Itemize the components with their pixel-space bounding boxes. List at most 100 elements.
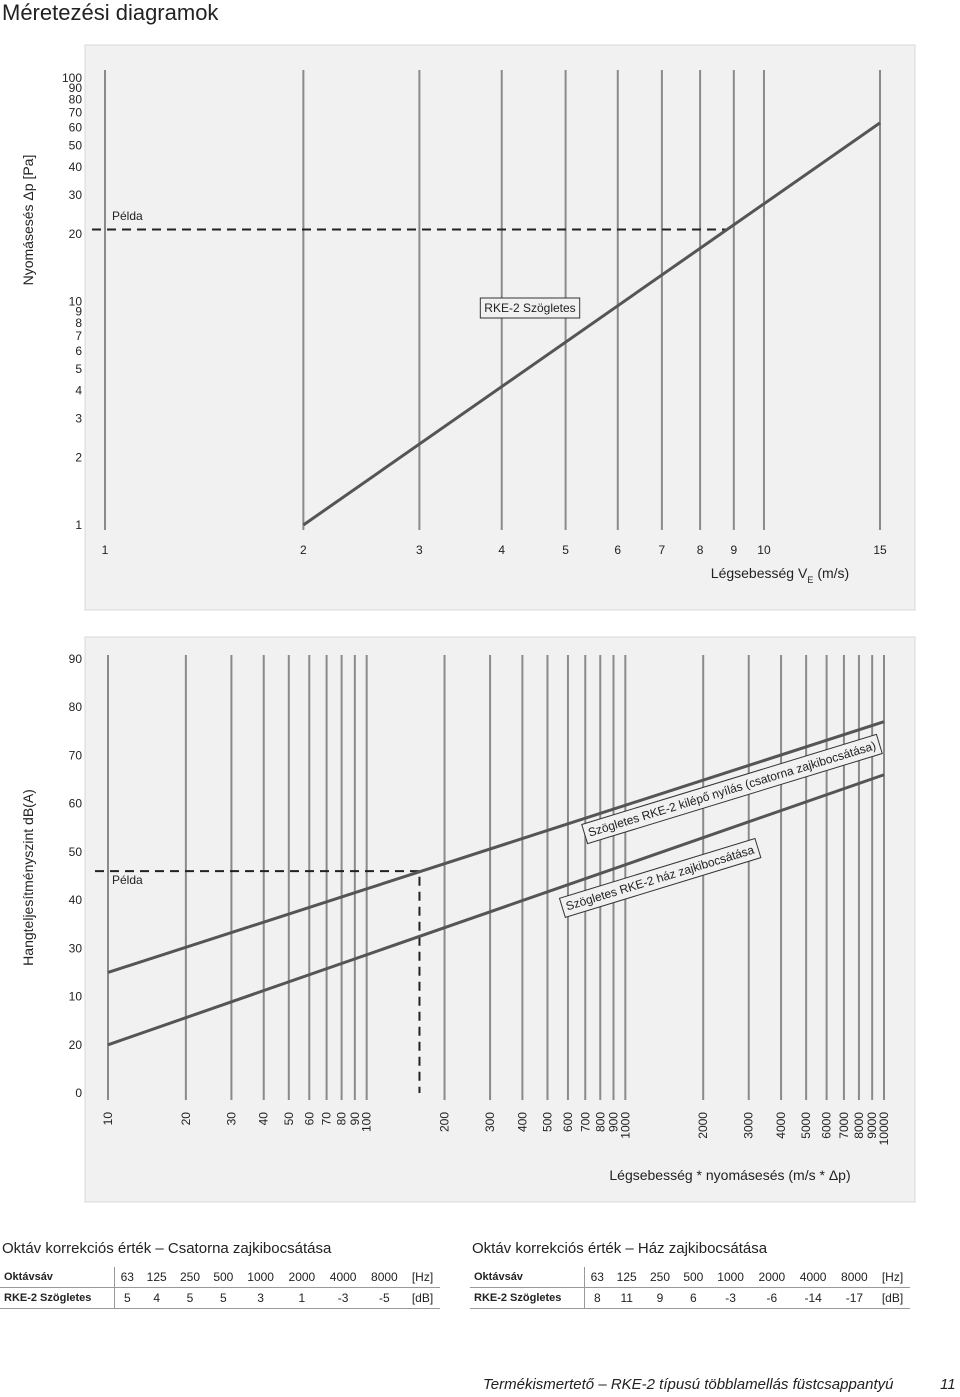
x-tick-label: 7000 bbox=[837, 1112, 851, 1139]
table-cell: 1000 bbox=[710, 1267, 752, 1288]
table-cell: 250 bbox=[173, 1267, 207, 1288]
table-cell: 500 bbox=[676, 1267, 711, 1288]
x-tick-label: 40 bbox=[257, 1112, 271, 1126]
y-tick-label: 20 bbox=[69, 1038, 83, 1052]
x-tick-label: 500 bbox=[540, 1112, 554, 1132]
series-label-text: RKE-2 Szögletes bbox=[484, 301, 575, 315]
table-row: Oktávsáv 63 125 250 500 1000 2000 4000 8000 [Hz] bbox=[470, 1267, 910, 1288]
y-tick-label: 90 bbox=[69, 81, 83, 95]
x-tick-label: 2000 bbox=[696, 1112, 710, 1139]
series-label-box bbox=[558, 837, 762, 919]
table-cell: -3 bbox=[710, 1287, 752, 1309]
y-tick-label: 10 bbox=[69, 990, 83, 1004]
chart-panel bbox=[84, 44, 916, 611]
y-tick-label: 50 bbox=[69, 138, 83, 152]
y-tick-label: 7 bbox=[75, 329, 82, 343]
table-cell: 4000 bbox=[792, 1267, 834, 1288]
x-tick-label: 800 bbox=[593, 1112, 607, 1132]
y-tick-label: 70 bbox=[69, 748, 83, 762]
y-tick-label: 100 bbox=[62, 71, 82, 85]
example-guide bbox=[95, 870, 421, 1093]
x-tick-label: 9 bbox=[730, 543, 737, 557]
x-tick-label: 100 bbox=[360, 1112, 374, 1132]
example-label: Példa bbox=[112, 209, 143, 223]
y-tick-label: 40 bbox=[69, 893, 83, 907]
y-tick-label: 2 bbox=[75, 451, 82, 465]
table-cell: -5 bbox=[363, 1287, 406, 1309]
table-row: Oktávsáv 63 125 250 500 1000 2000 4000 8000 [Hz] bbox=[0, 1267, 440, 1288]
table-cell: 125 bbox=[140, 1267, 174, 1288]
table-cell: [dB] bbox=[875, 1287, 910, 1309]
table-cell: 500 bbox=[206, 1267, 241, 1288]
series-line bbox=[302, 121, 881, 527]
x-tick-label: 8000 bbox=[852, 1112, 866, 1139]
y-tick-label: 60 bbox=[69, 121, 83, 135]
table-cell: 11 bbox=[610, 1287, 644, 1309]
table-cell: 4000 bbox=[322, 1267, 364, 1288]
y-tick-label: 40 bbox=[69, 160, 83, 174]
table: Oktávsáv 63 125 250 500 1000 2000 4000 8000 [Hz] R… bbox=[470, 1267, 910, 1309]
table-cell: 125 bbox=[610, 1267, 644, 1288]
x-tick-label: 200 bbox=[438, 1112, 452, 1132]
table-title: Oktáv korrekciós érték – Ház zajkibocsát… bbox=[472, 1240, 768, 1257]
y-tick-label: 30 bbox=[69, 188, 83, 202]
x-tick-label: 6 bbox=[614, 543, 621, 557]
y-tick-label: 20 bbox=[69, 227, 83, 241]
x-tick-label: 900 bbox=[606, 1112, 620, 1132]
y-tick-label: 10 bbox=[69, 295, 83, 309]
x-tick-label: 4000 bbox=[774, 1112, 788, 1139]
table-cell: -3 bbox=[322, 1287, 364, 1309]
footer: Termékismertető – RKE-2 típusú többlamel… bbox=[483, 1376, 894, 1393]
x-tick-label: 700 bbox=[578, 1112, 592, 1132]
x-tick-label: 4 bbox=[498, 543, 505, 557]
series-label-box bbox=[581, 733, 883, 845]
series-line bbox=[107, 773, 885, 1047]
x-tick-label: 60 bbox=[302, 1112, 316, 1126]
table-cell: 2000 bbox=[751, 1267, 793, 1288]
x-tick-label: 15 bbox=[873, 543, 887, 557]
x-axis-label: Légsebesség VE (m/s) bbox=[711, 565, 849, 585]
table-cell: 8 bbox=[584, 1287, 611, 1309]
table-cell: -6 bbox=[751, 1287, 793, 1309]
x-axis-label: Légsebesség * nyomásesés (m/s * Δp) bbox=[609, 1167, 850, 1183]
y-tick-label: 9 bbox=[75, 305, 82, 319]
x-axis-label-part: Légsebesség * nyomásesés (m/s * Δp) bbox=[609, 1167, 850, 1183]
x-tick-label: 30 bbox=[224, 1112, 238, 1126]
x-axis-label-part: E bbox=[807, 575, 813, 585]
x-tick-label: 90 bbox=[348, 1112, 362, 1126]
y-tick-label: 1 bbox=[75, 518, 82, 532]
table-row: RKE-2 Szögletes 5 4 5 5 3 1 -3 -5 [dB] bbox=[0, 1287, 440, 1309]
series-line bbox=[107, 720, 885, 974]
y-tick-label: 8 bbox=[75, 316, 82, 330]
x-tick-label: 3000 bbox=[742, 1112, 756, 1139]
table-cell: 3 bbox=[240, 1287, 282, 1309]
table-cell: 5 bbox=[114, 1287, 141, 1309]
table-cell: RKE-2 Szögletes bbox=[0, 1287, 115, 1309]
y-tick-label: 50 bbox=[69, 845, 83, 859]
y-tick-label: 5 bbox=[75, 362, 82, 376]
table-cell: [dB] bbox=[405, 1287, 440, 1309]
x-axis-label-part: Légsebesség V bbox=[711, 565, 808, 581]
table-cell: 4 bbox=[140, 1287, 174, 1309]
y-axis-label: Nyomásesés Δp [Pa] bbox=[20, 155, 36, 286]
x-tick-label: 20 bbox=[179, 1112, 193, 1126]
table-title: Oktáv korrekciós érték – Csatorna zajkib… bbox=[2, 1240, 332, 1257]
table-cell: 5 bbox=[206, 1287, 241, 1309]
x-tick-label: 6000 bbox=[820, 1112, 834, 1139]
x-tick-label: 1 bbox=[102, 543, 109, 557]
table-cell: -17 bbox=[833, 1287, 876, 1309]
table-cell: 8000 bbox=[833, 1267, 876, 1288]
table-cell: 1000 bbox=[240, 1267, 282, 1288]
table: Oktávsáv 63 125 250 500 1000 2000 4000 8000 [Hz] R… bbox=[0, 1267, 440, 1309]
y-tick-label: 30 bbox=[69, 941, 83, 955]
x-tick-label: 5 bbox=[562, 543, 569, 557]
table-cell: Oktávsáv bbox=[0, 1267, 115, 1288]
x-tick-label: 10000 bbox=[877, 1112, 891, 1146]
table-cell: 9 bbox=[643, 1287, 677, 1309]
x-tick-label: 80 bbox=[335, 1112, 349, 1126]
series-label: RKE-2 Szögletes bbox=[479, 297, 581, 319]
table-cell: 5 bbox=[173, 1287, 207, 1309]
table-cell: 63 bbox=[584, 1267, 611, 1288]
x-tick-label: 5000 bbox=[799, 1112, 813, 1139]
table-block: Oktáv korrekciós érték – Ház zajkibocsát… bbox=[470, 1240, 910, 1309]
